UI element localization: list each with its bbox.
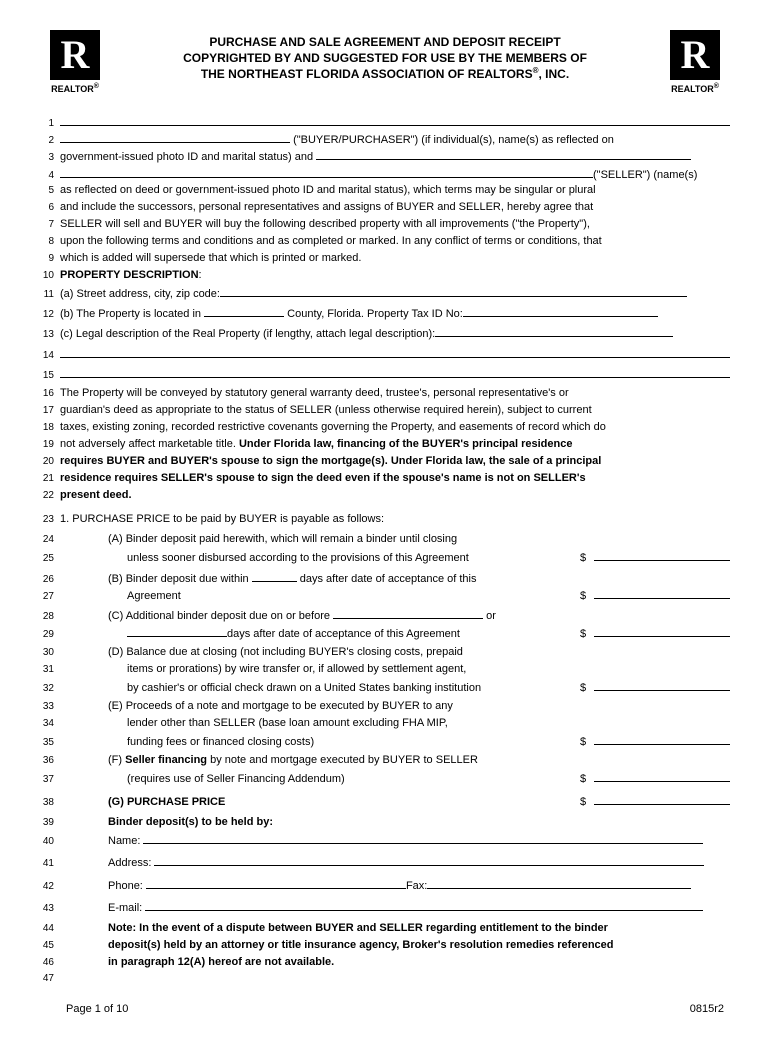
- line-47: 47: [40, 972, 730, 988]
- line-14: 14: [40, 346, 730, 362]
- line-7: 7SELLER will sell and BUYER will buy the…: [40, 217, 730, 233]
- line-26: 26 (B) Binder deposit due within days af…: [40, 570, 730, 586]
- line-11: 11 (a) Street address, city, zip code:: [40, 285, 730, 301]
- line-33: 33(E) Proceeds of a note and mortgage to…: [40, 699, 730, 715]
- line-43: 43 E-mail:: [40, 899, 730, 915]
- title-block: PURCHASE AND SALE AGREEMENT AND DEPOSIT …: [110, 30, 660, 83]
- title-line-2: COPYRIGHTED BY AND SUGGESTED FOR USE BY …: [120, 50, 650, 66]
- line-21: 21residence requires SELLER's spouse to …: [40, 471, 730, 487]
- line-32: 32 by cashier's or official check drawn …: [40, 679, 730, 695]
- line-13: 13 (c) Legal description of the Real Pro…: [40, 325, 730, 341]
- line-45: 45deposit(s) held by an attorney or titl…: [40, 938, 730, 954]
- line-28: 28 (C) Additional binder deposit due on …: [40, 607, 730, 623]
- line-29: 29 days after date of acceptance of this…: [40, 625, 730, 641]
- line-18: 18taxes, existing zoning, recorded restr…: [40, 420, 730, 436]
- line-16: 16The Property will be conveyed by statu…: [40, 386, 730, 402]
- realtor-icon: [50, 30, 100, 80]
- line-27: 27 Agreement $: [40, 587, 730, 603]
- title-line-3: THE NORTHEAST FLORIDA ASSOCIATION OF REA…: [120, 66, 650, 82]
- page-footer: Page 1 of 10 0815r2: [40, 1002, 730, 1016]
- line-23: 231. PURCHASE PRICE to be paid by BUYER …: [40, 512, 730, 528]
- document-header: REALTOR® PURCHASE AND SALE AGREEMENT AND…: [40, 30, 730, 96]
- line-30: 30(D) Balance due at closing (not includ…: [40, 645, 730, 661]
- realtor-icon: [670, 30, 720, 80]
- line-1: 1: [40, 114, 730, 130]
- line-37: 37 (requires use of Seller Financing Add…: [40, 770, 730, 786]
- line-4: 4 ("SELLER") (name(s): [40, 166, 730, 182]
- line-39: 39Binder deposit(s) to be held by:: [40, 815, 730, 831]
- line-9: 9which is added will supersede that whic…: [40, 251, 730, 267]
- realtor-label-right: REALTOR®: [671, 82, 719, 96]
- document-body: 1 2 ("BUYER/PURCHASER") (if individual(s…: [40, 114, 730, 989]
- line-44: 44Note: In the event of a dispute betwee…: [40, 921, 730, 937]
- line-46: 46in paragraph 12(A) hereof are not avai…: [40, 955, 730, 971]
- line-25: 25 unless sooner disbursed according to …: [40, 549, 730, 565]
- line-22: 22present deed.: [40, 488, 730, 504]
- line-5: 5as reflected on deed or government-issu…: [40, 183, 730, 199]
- line-17: 17guardian's deed as appropriate to the …: [40, 403, 730, 419]
- line-3: 3 government-issued photo ID and marital…: [40, 148, 730, 164]
- line-40: 40 Name:: [40, 832, 730, 848]
- realtor-label-left: REALTOR®: [51, 82, 99, 96]
- line-38: 38 (G) PURCHASE PRICE $: [40, 793, 730, 809]
- line-36: 36 (F) Seller financing by note and mort…: [40, 753, 730, 769]
- line-20: 20requires BUYER and BUYER's spouse to s…: [40, 454, 730, 470]
- line-42: 42 Phone: Fax:: [40, 877, 730, 893]
- line-24: 24(A) Binder deposit paid herewith, whic…: [40, 532, 730, 548]
- line-6: 6and include the successors, personal re…: [40, 200, 730, 216]
- realtor-logo-left: REALTOR®: [40, 30, 110, 96]
- line-8: 8upon the following terms and conditions…: [40, 234, 730, 250]
- line-12: 12 (b) The Property is located in County…: [40, 305, 730, 321]
- line-31: 31items or prorations) by wire transfer …: [40, 662, 730, 678]
- line-41: 41 Address:: [40, 854, 730, 870]
- title-line-1: PURCHASE AND SALE AGREEMENT AND DEPOSIT …: [120, 34, 650, 50]
- realtor-logo-right: REALTOR®: [660, 30, 730, 96]
- line-2: 2 ("BUYER/PURCHASER") (if individual(s),…: [40, 131, 730, 147]
- line-15: 15: [40, 366, 730, 382]
- revision: 0815r2: [690, 1002, 724, 1016]
- line-34: 34lender other than SELLER (base loan am…: [40, 716, 730, 732]
- page-number: Page 1 of 10: [66, 1002, 128, 1016]
- line-19: 19not adversely affect marketable title.…: [40, 437, 730, 453]
- line-35: 35 funding fees or financed closing cost…: [40, 733, 730, 749]
- line-10: 10 PROPERTY DESCRIPTION:: [40, 268, 730, 284]
